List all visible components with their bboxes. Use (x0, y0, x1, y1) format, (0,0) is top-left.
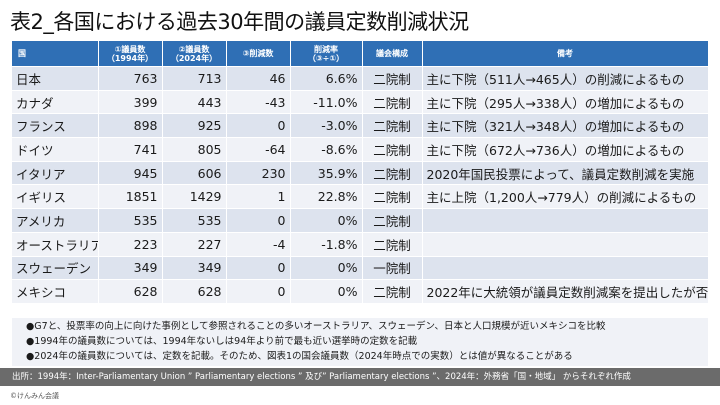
table-row: メキシコ 628 628 0 0% 二院制 2022年に大統領が議員定数削減案を… (12, 279, 709, 304)
cell-reduction: 230 (226, 161, 291, 186)
table-row: ドイツ 741 805 -64 -8.6% 二院制 主に下院（672人→736人… (12, 137, 709, 162)
cell-chamber: 二院制 (362, 279, 423, 304)
cell-reduction: 0 (226, 279, 291, 304)
cell-country: ドイツ (12, 137, 99, 162)
note-line: ●1994年の議員数については、1994年ないしは94年より前で最も近い選挙時の… (26, 336, 418, 347)
table-row: フランス 898 925 0 -3.0% 二院制 主に下院（321人→348人）… (12, 113, 709, 139)
cell-rate: 35.9% (290, 161, 363, 186)
cell-chamber: 一院制 (362, 256, 423, 281)
cell-country: カナダ (12, 90, 99, 115)
cell-reduction: 0 (226, 113, 291, 139)
cell-seats-1994: 763 (98, 66, 163, 91)
cell-rate: -8.6% (290, 137, 363, 162)
cell-seats-2024: 443 (162, 90, 227, 115)
header-country: 国 (12, 41, 99, 67)
cell-chamber: 二院制 (362, 184, 423, 210)
cell-country: メキシコ (12, 279, 99, 304)
cell-country: スウェーデン (12, 256, 99, 281)
cell-chamber: 二院制 (362, 161, 423, 186)
table-row: オーストラリア 223 227 -4 -1.8% 二院制 (12, 232, 709, 257)
cell-reduction: -64 (226, 137, 291, 162)
cell-chamber: 二院制 (362, 137, 423, 162)
cell-reduction: -4 (226, 232, 291, 257)
header-seats-1994: ①議員数 （1994年） (98, 41, 163, 67)
cell-seats-1994: 898 (98, 113, 163, 139)
cell-reduction: 0 (226, 256, 291, 281)
cell-rate: 0% (290, 279, 363, 304)
cell-seats-2024: 227 (162, 232, 227, 257)
note-line: ●2024年の議員数については、定数を記載。そのため、図表1の国会議員数（202… (26, 351, 573, 362)
cell-note (422, 208, 709, 233)
cell-rate: -1.8% (290, 232, 363, 257)
cell-reduction: -43 (226, 90, 291, 115)
source-bar: 出所：1994年：Inter-Parliamentary Union ” Par… (0, 368, 720, 386)
cell-note (422, 232, 709, 257)
cell-seats-2024: 349 (162, 256, 227, 281)
table-row: アメリカ 535 535 0 0% 二院制 (12, 208, 709, 233)
cell-rate: -11.0% (290, 90, 363, 115)
cell-note: 主に下院（511人→465人）の削減によるもの (422, 66, 709, 91)
cell-seats-2024: 535 (162, 208, 227, 233)
cell-chamber: 二院制 (362, 113, 423, 139)
header-note: 備考 (422, 41, 709, 67)
cell-chamber: 二院制 (362, 66, 423, 91)
cell-chamber: 二院制 (362, 208, 423, 233)
cell-seats-2024: 606 (162, 161, 227, 186)
cell-note: 主に下院（321人→348人）の増加によるもの (422, 113, 709, 139)
header-reduction: ③削減数 (226, 41, 291, 67)
cell-chamber: 二院制 (362, 90, 423, 115)
cell-note: 主に下院（295人→338人）の増加によるもの (422, 90, 709, 115)
cell-note (422, 256, 709, 281)
cell-seats-1994: 535 (98, 208, 163, 233)
table-row: スウェーデン 349 349 0 0% 一院制 (12, 256, 709, 281)
table-header-row: 国 ①議員数 （1994年） ②議員数 （2024年） ③削減数 削減率 （③÷… (12, 41, 709, 67)
cell-seats-1994: 628 (98, 279, 163, 304)
cell-seats-1994: 399 (98, 90, 163, 115)
cell-seats-2024: 628 (162, 279, 227, 304)
notes-box: ●G7と、投票率の向上に向けた事例として参照されることの多いオーストラリア、スウ… (12, 318, 708, 366)
cell-reduction: 0 (226, 208, 291, 233)
cell-seats-1994: 1851 (98, 184, 163, 210)
cell-rate: 6.6% (290, 66, 363, 91)
copyright: ©けんみん会議 (10, 392, 59, 400)
cell-chamber: 二院制 (362, 232, 423, 257)
cell-note: 2022年に大統領が議員定数削減案を提出したが否決されている (422, 279, 709, 304)
note-line: ●G7と、投票率の向上に向けた事例として参照されることの多いオーストラリア、スウ… (26, 321, 606, 332)
cell-rate: 0% (290, 256, 363, 281)
cell-country: イギリス (12, 184, 99, 210)
cell-rate: 0% (290, 208, 363, 233)
cell-seats-2024: 805 (162, 137, 227, 162)
cell-seats-1994: 349 (98, 256, 163, 281)
cell-country: 日本 (12, 66, 99, 91)
cell-country: オーストラリア (12, 232, 99, 257)
cell-country: アメリカ (12, 208, 99, 233)
header-rate: 削減率 （③÷①） (290, 41, 363, 67)
cell-reduction: 1 (226, 184, 291, 210)
table-row: イタリア 945 606 230 35.9% 二院制 2020年国民投票によって… (12, 161, 709, 186)
table-row: イギリス 1851 1429 1 22.8% 二院制 主に上院（1,200人→7… (12, 184, 709, 210)
cell-reduction: 46 (226, 66, 291, 91)
cell-note: 2020年国民投票によって、議員定数削減を実施 (422, 161, 709, 186)
cell-seats-2024: 1429 (162, 184, 227, 210)
cell-country: イタリア (12, 161, 99, 186)
cell-rate: -3.0% (290, 113, 363, 139)
cell-seats-2024: 713 (162, 66, 227, 91)
page-title: 表2_各国における過去30年間の議員定数削減状況 (10, 10, 469, 34)
cell-seats-1994: 945 (98, 161, 163, 186)
header-seats-2024: ②議員数 （2024年） (162, 41, 227, 67)
cell-country: フランス (12, 113, 99, 139)
cell-note: 主に上院（1,200人→779人）の削減によるもの (422, 184, 709, 210)
reduction-table: 国 ①議員数 （1994年） ②議員数 （2024年） ③削減数 削減率 （③÷… (12, 41, 709, 304)
cell-rate: 22.8% (290, 184, 363, 210)
table-row: カナダ 399 443 -43 -11.0% 二院制 主に下院（295人→338… (12, 90, 709, 115)
cell-note: 主に下院（672人→736人）の増加によるもの (422, 137, 709, 162)
header-chamber: 議会構成 (362, 41, 423, 67)
cell-seats-1994: 223 (98, 232, 163, 257)
cell-seats-1994: 741 (98, 137, 163, 162)
cell-seats-2024: 925 (162, 113, 227, 139)
table-row: 日本 763 713 46 6.6% 二院制 主に下院（511人→465人）の削… (12, 66, 709, 91)
